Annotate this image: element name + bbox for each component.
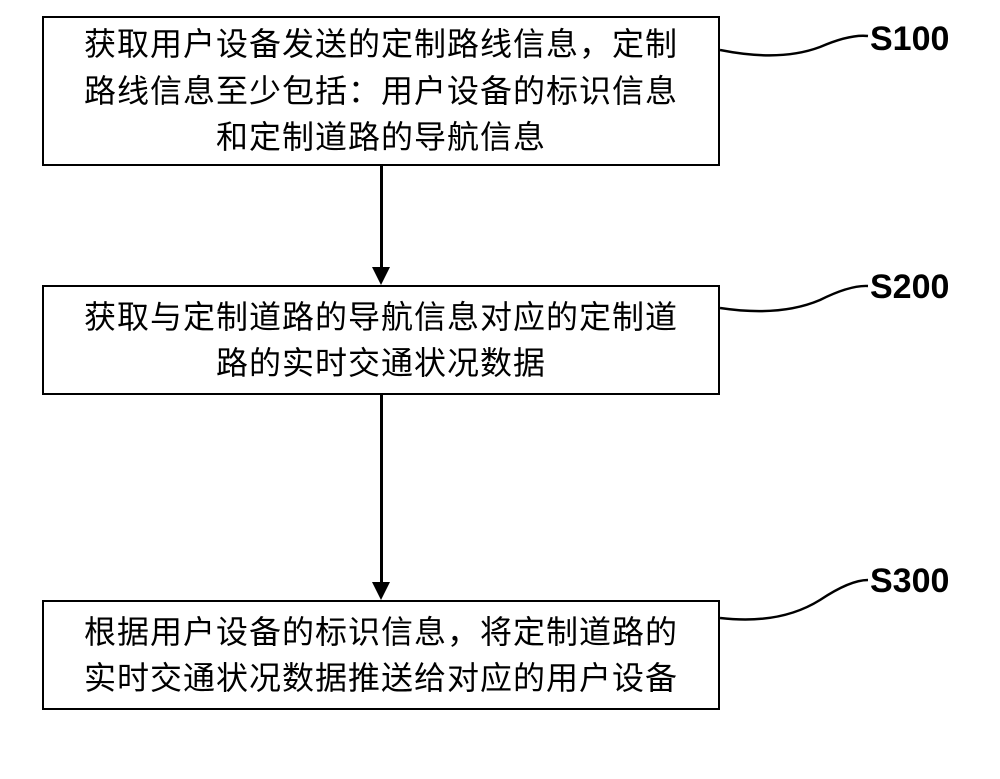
label-connector-s200 (720, 275, 870, 325)
step-label-s100: S100 (870, 20, 949, 59)
flow-step-text: 根据用户设备的标识信息，将定制道路的 实时交通状况数据推送给对应的用户设备 (84, 609, 678, 702)
arrow-line (380, 166, 383, 267)
flow-step-text: 获取用户设备发送的定制路线信息，定制 路线信息至少包括：用户设备的标识信息 和定… (84, 21, 678, 160)
label-connector-s300 (720, 570, 870, 630)
flow-step-s300: 根据用户设备的标识信息，将定制道路的 实时交通状况数据推送给对应的用户设备 (42, 600, 720, 710)
arrow-head-icon (372, 582, 390, 600)
step-label-s300: S300 (870, 562, 949, 601)
flow-step-text: 获取与定制道路的导航信息对应的定制道 路的实时交通状况数据 (84, 294, 678, 387)
arrow-line (380, 395, 383, 582)
flow-step-s100: 获取用户设备发送的定制路线信息，定制 路线信息至少包括：用户设备的标识信息 和定… (42, 16, 720, 166)
step-label-s200: S200 (870, 268, 949, 307)
flow-step-s200: 获取与定制道路的导航信息对应的定制道 路的实时交通状况数据 (42, 285, 720, 395)
label-connector-s100 (720, 22, 870, 72)
arrow-head-icon (372, 267, 390, 285)
